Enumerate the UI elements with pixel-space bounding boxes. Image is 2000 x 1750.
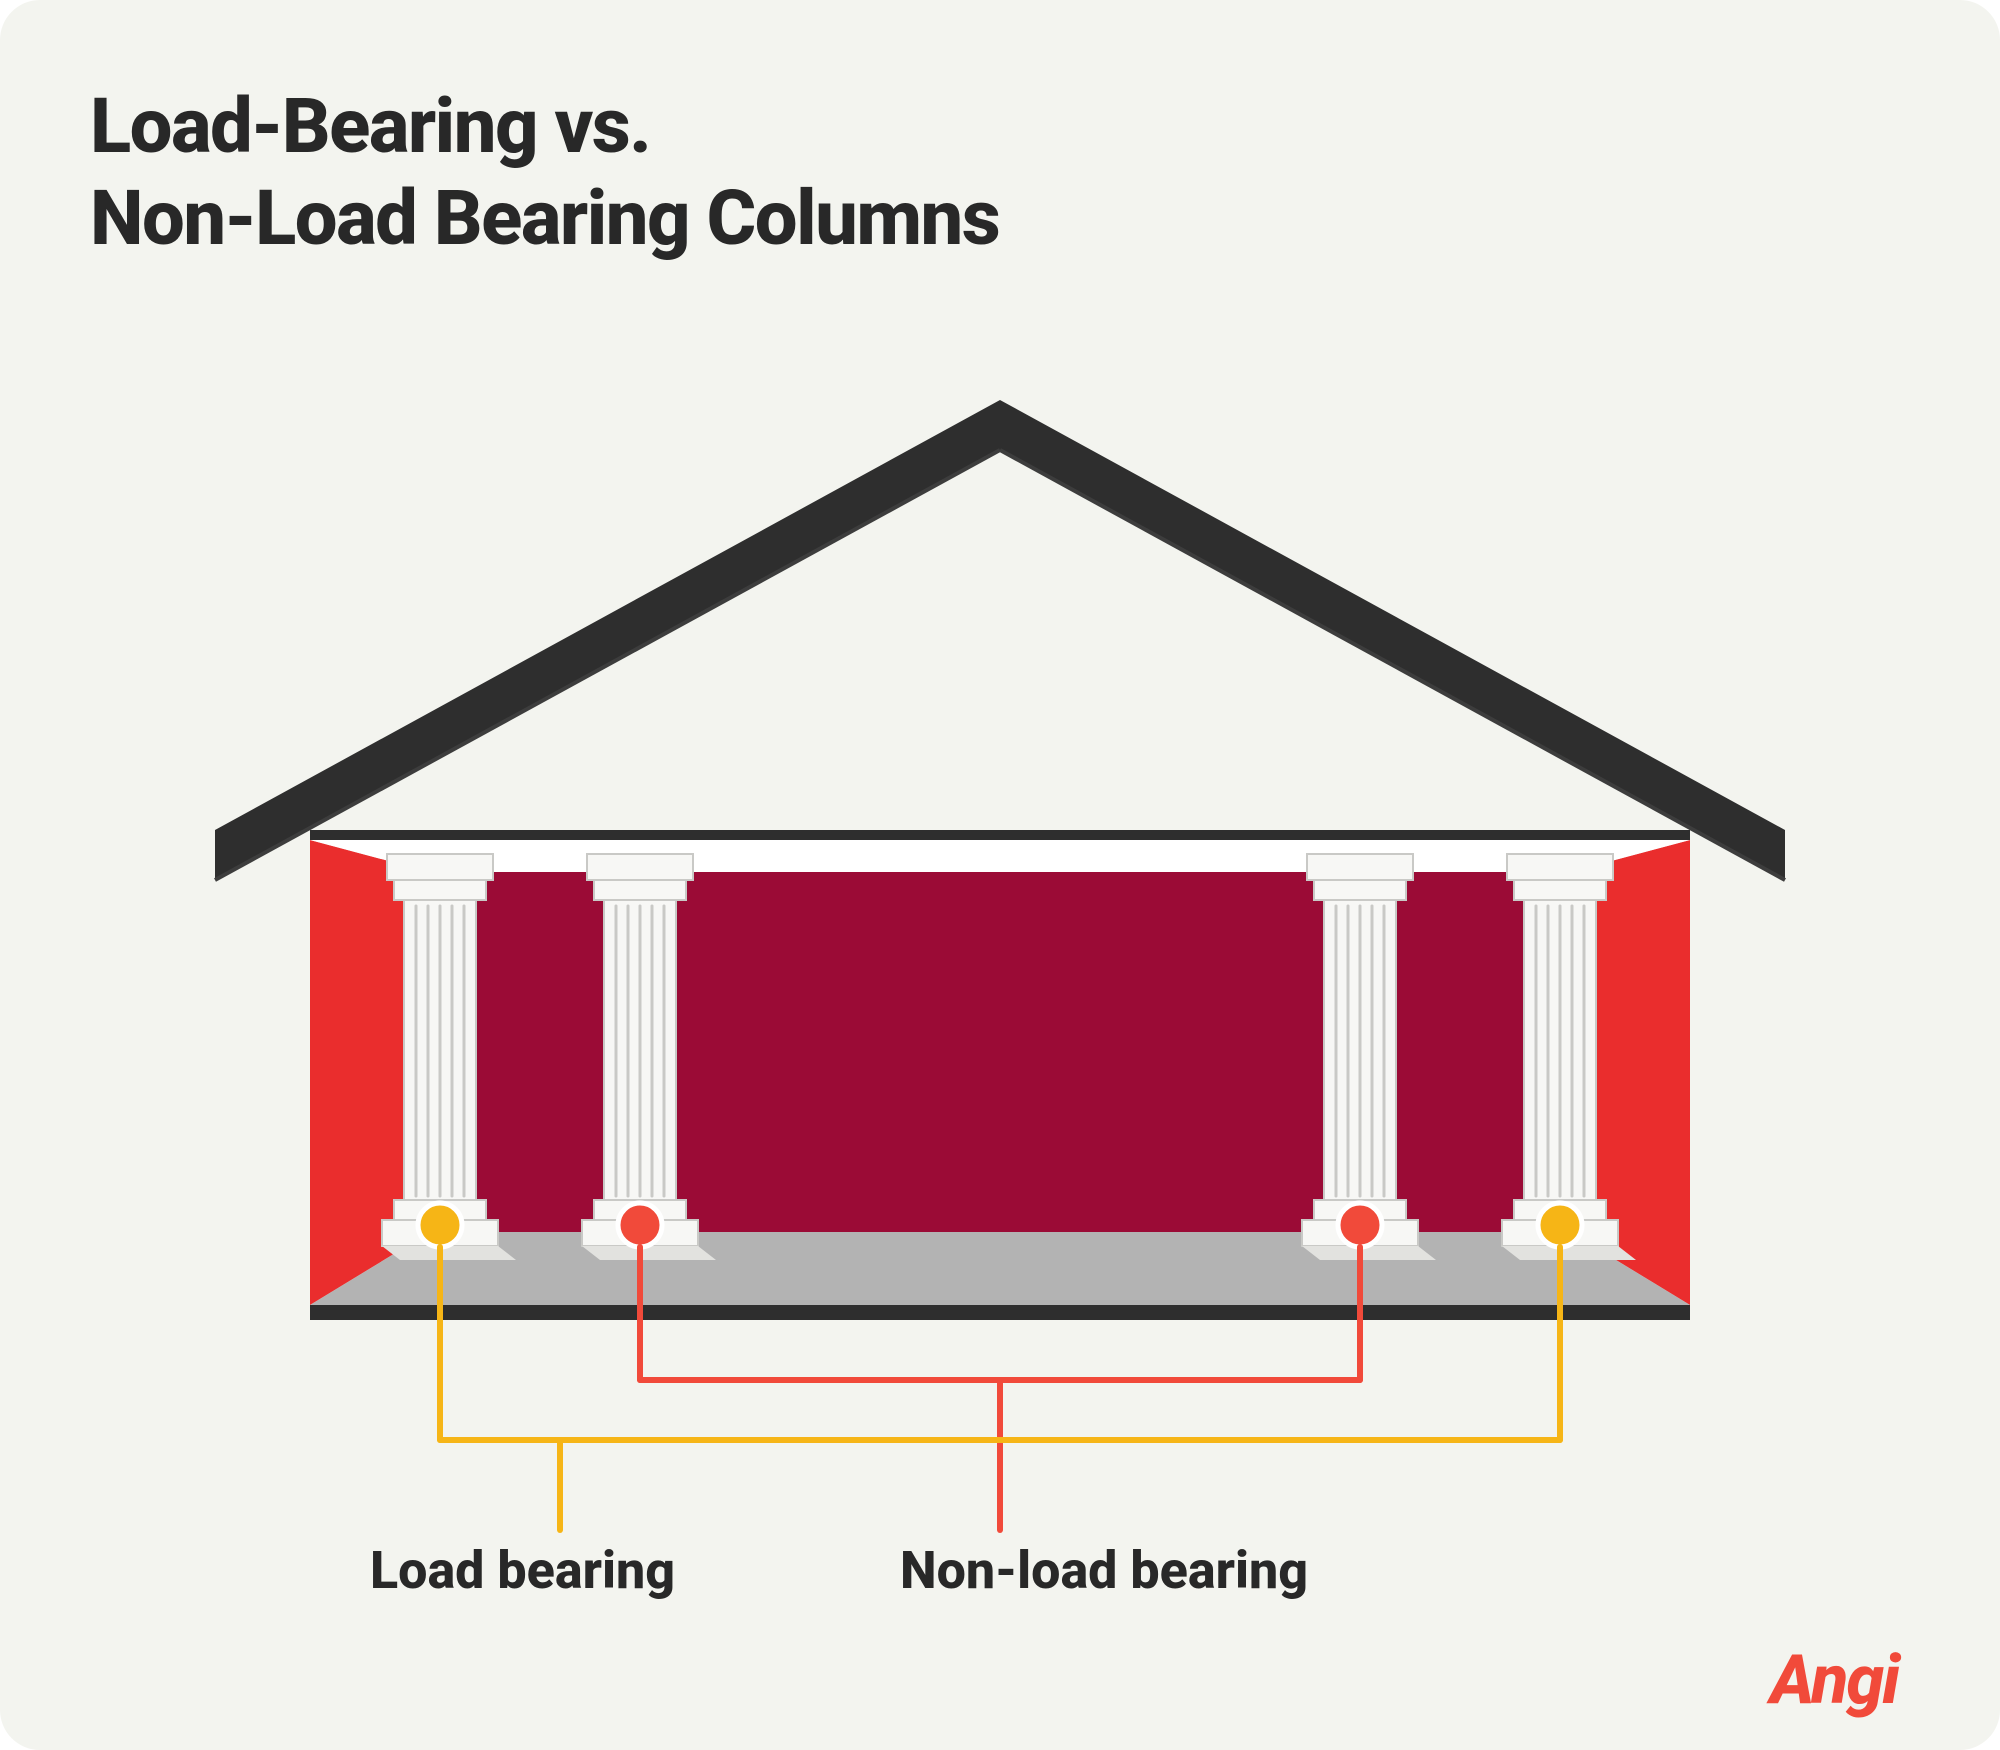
lb-0-dot — [418, 1203, 462, 1247]
back-wall — [430, 872, 1570, 1232]
diagram-scene — [0, 0, 2000, 1750]
infographic-canvas: Load-Bearing vs. Non-Load Bearing Column… — [0, 0, 2000, 1750]
ceiling — [310, 840, 1690, 872]
floor-top — [310, 1232, 1690, 1305]
lb-1-dot — [1538, 1203, 1582, 1247]
floor-front-edge — [310, 1305, 1690, 1320]
label-load-bearing: Load bearing — [370, 1540, 675, 1601]
brand-logo: Angi — [1770, 1640, 1898, 1720]
nlb-0-dot — [618, 1203, 662, 1247]
fascia — [310, 830, 1690, 840]
nlb-1-dot — [1338, 1203, 1382, 1247]
label-non-load-bearing: Non-load bearing — [900, 1540, 1308, 1601]
